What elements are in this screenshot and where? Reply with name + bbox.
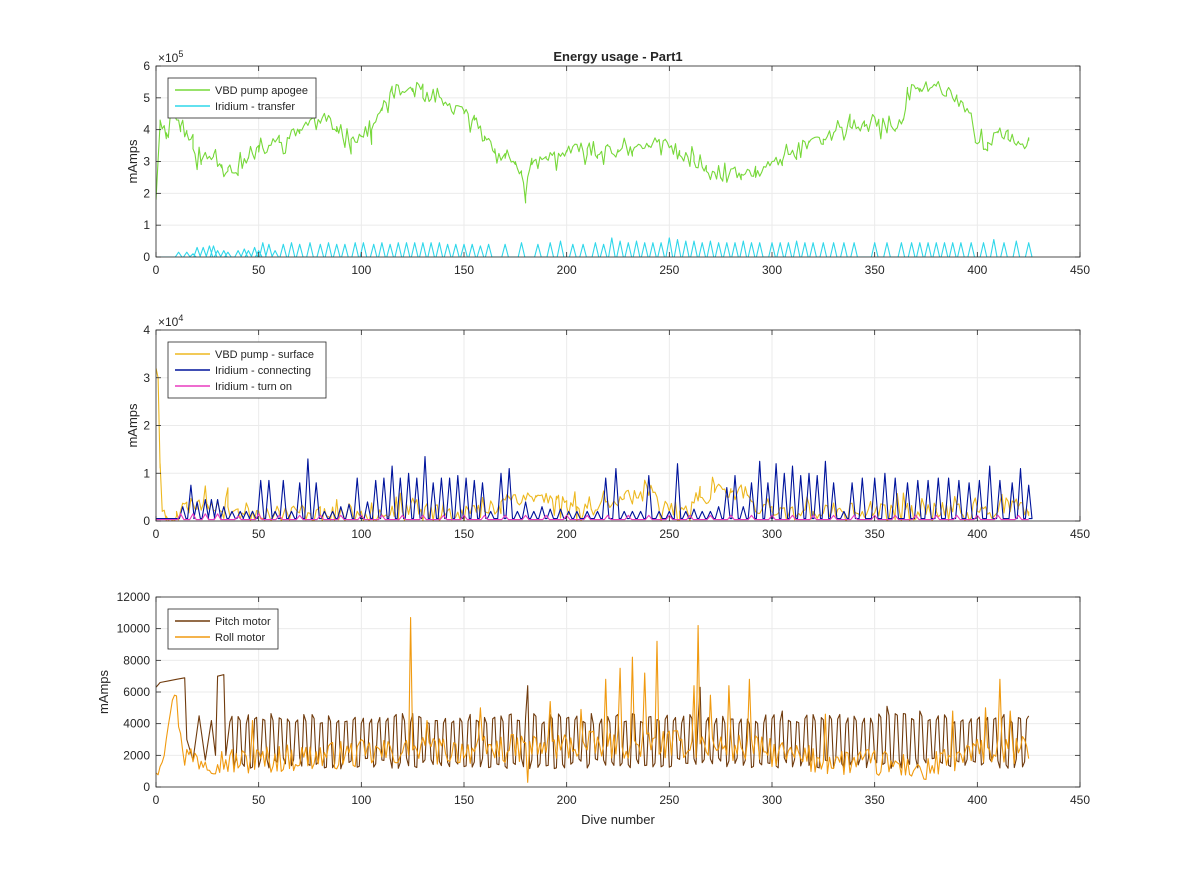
y-tick-label: 4000 <box>123 717 150 731</box>
y-tick-label: 2 <box>143 419 150 433</box>
series-line-iridium-transfer <box>156 237 1033 257</box>
x-tick-label: 400 <box>967 793 987 807</box>
y-tick-label: 3 <box>143 371 150 385</box>
series-line-roll-motor <box>156 617 1030 783</box>
legend-box <box>167 77 317 119</box>
y-axis-label: mAmps <box>125 139 140 184</box>
y-tick-label: 4 <box>143 123 150 137</box>
chart-panel-1: 0 50 100 150 200 250 300 350 400 450 0 1 2 3 4 5 6 ×105 mA… <box>125 49 1090 277</box>
x-tick-label: 450 <box>1070 793 1090 807</box>
x-tick-label: 350 <box>865 793 885 807</box>
figure-title: Energy usage - Part1 <box>553 49 682 64</box>
x-tick-label: 150 <box>454 263 474 277</box>
y-tick-label: 12000 <box>117 590 151 604</box>
y-tick-label: 1 <box>143 466 150 480</box>
x-tick-label: 200 <box>557 527 577 541</box>
y-tick-label: 2000 <box>123 748 150 762</box>
legend-box <box>167 608 279 650</box>
x-tick-label: 250 <box>659 793 679 807</box>
x-tick-label: 400 <box>967 263 987 277</box>
chart-panel-2: 0 50 100 150 200 250 300 350 400 450 0 1 2 3 4 ×104 mAmp… <box>125 313 1090 541</box>
x-tick-label: 150 <box>454 527 474 541</box>
legend-entry: Iridium - turn on <box>215 381 292 393</box>
x-tick-label: 0 <box>153 793 160 807</box>
y-tick-label: 6 <box>143 59 150 73</box>
series-line-iridium-connecting <box>156 455 1033 520</box>
legend-entry: VBD pump - surface <box>215 349 314 361</box>
y-tick-label: 3 <box>143 155 150 169</box>
legend-entry: VBD pump apogee <box>215 85 308 97</box>
legend-entry: Roll motor <box>215 632 265 644</box>
x-tick-label: 350 <box>865 527 885 541</box>
x-tick-label: 400 <box>967 527 987 541</box>
y-tick-label: 8000 <box>123 653 150 667</box>
legend-entry: Iridium - connecting <box>215 365 311 377</box>
x-tick-label: 100 <box>351 263 371 277</box>
y-axis-label: mAmps <box>125 403 140 448</box>
y-tick-label: 0 <box>143 780 150 794</box>
y-tick-label: 10000 <box>117 622 151 636</box>
x-tick-label: 200 <box>557 793 577 807</box>
legend-entry: Iridium - transfer <box>215 101 295 113</box>
y-axis-label: mAmps <box>96 669 111 714</box>
x-tick-label: 300 <box>762 263 782 277</box>
series-line-iridium-turn-on <box>156 513 1029 521</box>
x-tick-label: 100 <box>351 527 371 541</box>
x-tick-label: 0 <box>153 263 160 277</box>
y-tick-label: 0 <box>143 514 150 528</box>
x-tick-label: 50 <box>252 527 266 541</box>
y-exponent-label: ×104 <box>158 313 183 329</box>
y-tick-label: 4 <box>143 323 150 337</box>
legend: VBD pump apogee Iridium - transfer <box>167 77 317 119</box>
x-tick-label: 50 <box>252 793 266 807</box>
legend: Pitch motor Roll motor <box>167 608 279 650</box>
y-tick-label: 0 <box>143 250 150 264</box>
x-tick-label: 350 <box>865 263 885 277</box>
x-tick-label: 200 <box>557 263 577 277</box>
x-axis-label: Dive number <box>581 812 655 827</box>
series-line-vbd-pump-surface <box>156 368 1030 521</box>
y-tick-label: 5 <box>143 91 150 105</box>
x-tick-label: 300 <box>762 527 782 541</box>
x-tick-label: 450 <box>1070 527 1090 541</box>
x-tick-label: 300 <box>762 793 782 807</box>
y-tick-label: 1 <box>143 218 150 232</box>
legend: VBD pump - surface Iridium - connecting Ir… <box>167 341 327 399</box>
x-tick-label: 150 <box>454 793 474 807</box>
x-tick-label: 450 <box>1070 263 1090 277</box>
x-tick-label: 250 <box>659 263 679 277</box>
y-exponent-label: ×105 <box>158 49 183 65</box>
x-tick-label: 250 <box>659 527 679 541</box>
y-tick-label: 6000 <box>123 685 150 699</box>
series-line-vbd-pump-apogee <box>156 80 1030 204</box>
x-tick-label: 100 <box>351 793 371 807</box>
y-tick-label: 2 <box>143 186 150 200</box>
x-tick-label: 0 <box>153 527 160 541</box>
chart-panel-3: 0 50 100 150 200 250 300 350 400 450 0 2000 4000 6000… <box>96 590 1090 827</box>
legend-entry: Pitch motor <box>215 616 271 628</box>
x-tick-label: 50 <box>252 263 266 277</box>
